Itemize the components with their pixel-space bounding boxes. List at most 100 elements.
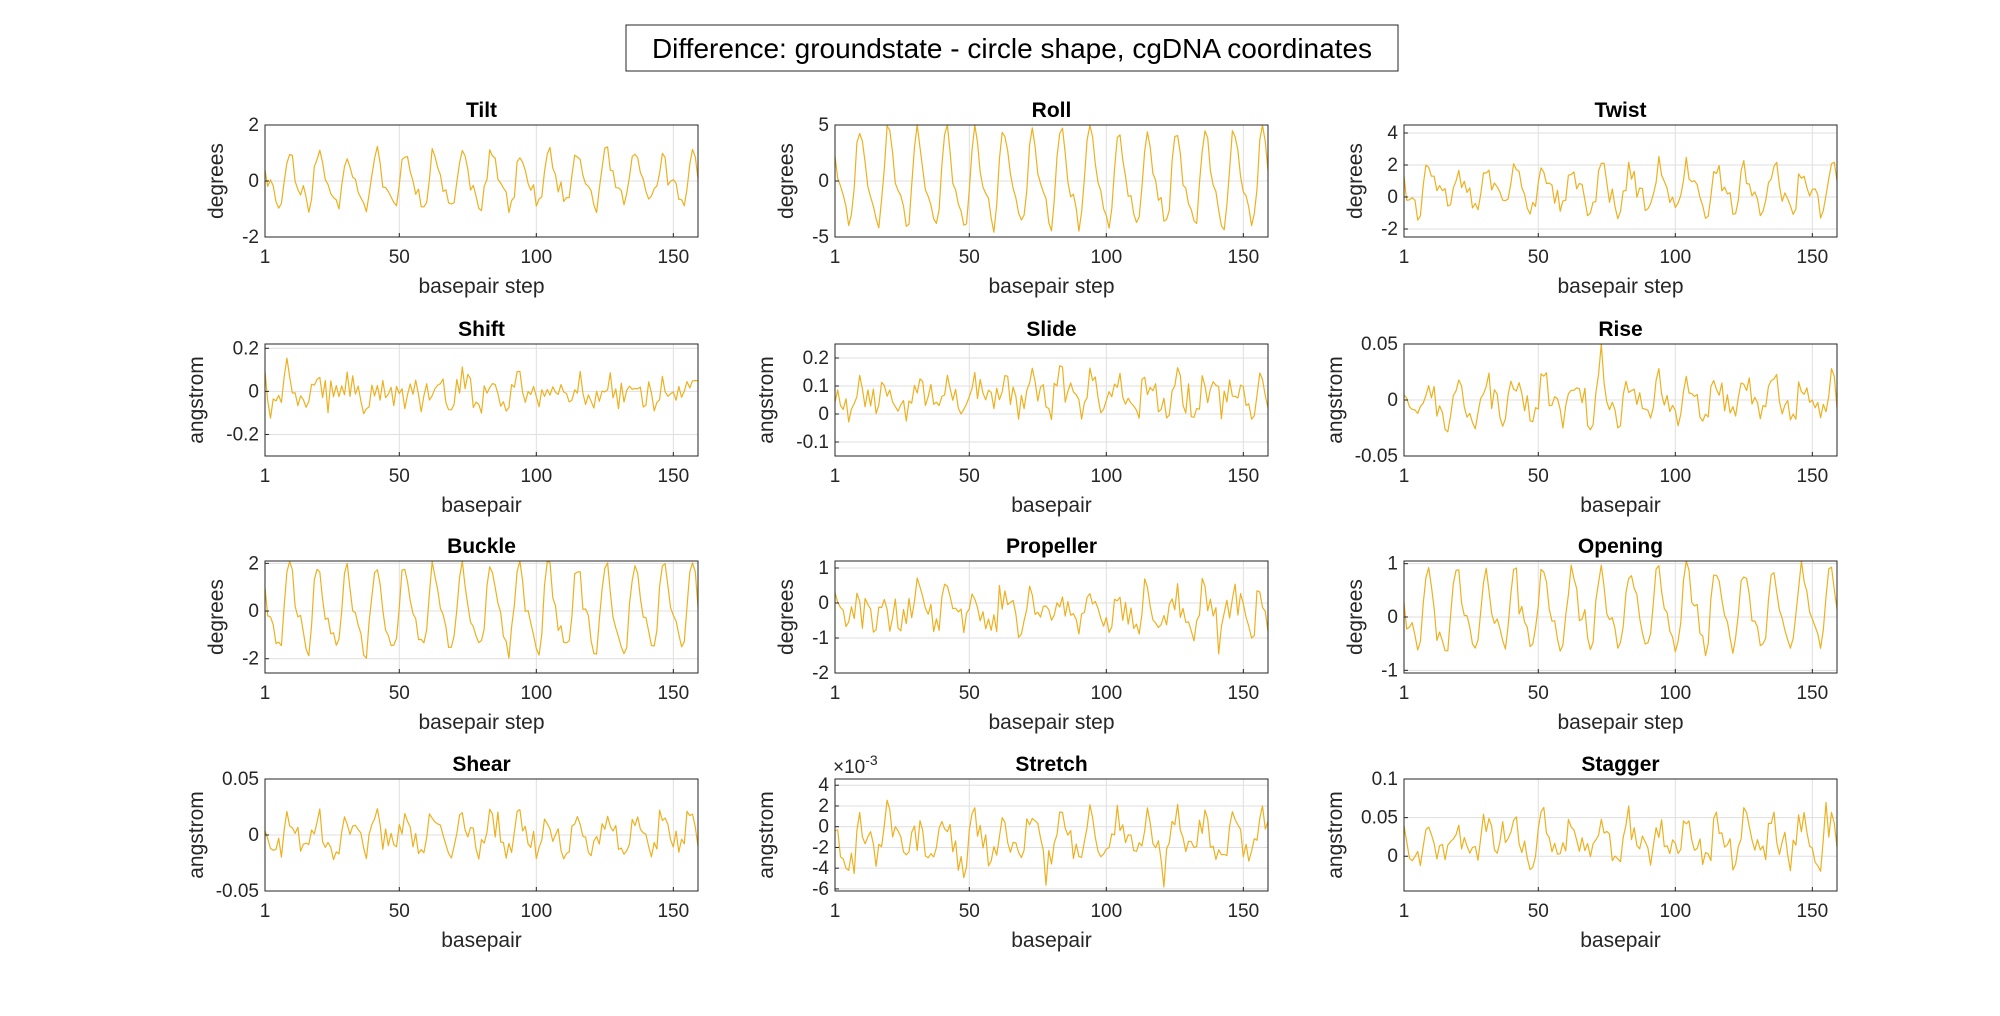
- y-tick-label: -0.1: [796, 432, 829, 453]
- y-tick-label: -5: [812, 227, 829, 248]
- y-tick-label: 0: [818, 817, 829, 838]
- y-tick-label: -0.2: [226, 424, 259, 445]
- x-tick-label: 1: [1399, 466, 1410, 487]
- x-tick-label: 1: [260, 247, 271, 268]
- y-tick-label: 0: [1387, 390, 1398, 411]
- x-tick-label: 100: [1659, 901, 1691, 922]
- series-line-roll: [834, 124, 1269, 233]
- panel-title: Buckle: [447, 535, 516, 558]
- y-tick-label: 0: [1387, 846, 1398, 867]
- y-tick-label: -6: [812, 879, 829, 900]
- panel-title: Roll: [1032, 99, 1072, 122]
- series-line-shift: [264, 357, 699, 419]
- x-axis-label: basepair step: [988, 711, 1114, 734]
- x-tick-label: 100: [1090, 247, 1122, 268]
- x-tick-label: 1: [830, 901, 841, 922]
- x-axis-label: basepair step: [418, 275, 544, 298]
- figure-title: Difference: groundstate - circle shape, …: [652, 33, 1372, 64]
- panel-slide: 1 50 100 150-0.100.10.2Slidebasepairangstro…: [755, 318, 1269, 517]
- series-line-twist: [1403, 156, 1838, 221]
- x-tick-label: 50: [1528, 466, 1549, 487]
- x-tick-label: 100: [1659, 683, 1691, 704]
- y-tick-label: 2: [248, 115, 259, 136]
- y-tick-label: 0.1: [803, 376, 829, 397]
- y-axis-label: angstrom: [755, 356, 778, 444]
- x-tick-label: 1: [1399, 247, 1410, 268]
- y-tick-label: -1: [812, 628, 829, 649]
- y-tick-label: 1: [1387, 554, 1398, 575]
- panel-title: Rise: [1598, 318, 1642, 341]
- x-tick-label: 150: [1227, 683, 1259, 704]
- x-axis-label: basepair: [1580, 494, 1661, 517]
- x-tick-label: 50: [389, 247, 410, 268]
- x-tick-label: 1: [830, 247, 841, 268]
- x-tick-label: 50: [1528, 247, 1549, 268]
- y-tick-label: 0: [818, 593, 829, 614]
- x-axis-label: basepair: [441, 494, 522, 517]
- x-tick-label: 150: [1227, 901, 1259, 922]
- x-tick-label: 100: [520, 466, 552, 487]
- x-tick-label: 1: [1399, 901, 1410, 922]
- panel-title: Twist: [1594, 99, 1646, 122]
- y-tick-label: -2: [812, 663, 829, 684]
- x-tick-label: 100: [1659, 247, 1691, 268]
- x-tick-label: 100: [520, 247, 552, 268]
- figure-title-box: Difference: groundstate - circle shape, …: [625, 24, 1399, 72]
- x-tick-label: 150: [1227, 466, 1259, 487]
- axes-frame-shift: [264, 343, 699, 457]
- x-tick-label: 50: [389, 466, 410, 487]
- x-tick-label: 100: [520, 683, 552, 704]
- y-tick-label: 4: [1387, 123, 1398, 144]
- y-tick-label: 0: [1387, 187, 1398, 208]
- y-axis-label: degrees: [775, 143, 798, 219]
- y-tick-label: 0: [248, 601, 259, 622]
- y-tick-label: 0.2: [803, 348, 829, 369]
- series-line-buckle: [264, 560, 699, 659]
- series-line-tilt: [264, 145, 699, 214]
- y-tick-label: 0.1: [1372, 769, 1398, 790]
- y-axis-label: angstrom: [185, 791, 208, 879]
- y-tick-label: 2: [248, 553, 259, 574]
- x-tick-label: 50: [959, 683, 980, 704]
- x-tick-label: 150: [657, 466, 689, 487]
- x-axis-label: basepair step: [988, 275, 1114, 298]
- x-tick-label: 150: [1796, 247, 1828, 268]
- x-tick-label: 100: [520, 901, 552, 922]
- x-axis-label: basepair: [1011, 929, 1092, 952]
- y-tick-label: -0.05: [1355, 446, 1398, 467]
- x-axis-label: basepair: [441, 929, 522, 952]
- axes-frame-twist: [1403, 124, 1838, 238]
- series-line-propeller: [834, 577, 1269, 655]
- x-tick-label: 100: [1090, 683, 1122, 704]
- x-tick-label: 1: [1399, 683, 1410, 704]
- series-line-stagger: [1403, 801, 1838, 872]
- y-axis-label: angstrom: [1324, 356, 1347, 444]
- axes-frame-stretch: [834, 778, 1269, 892]
- y-tick-label: 2: [818, 796, 829, 817]
- axes-frame-stagger: [1403, 778, 1838, 892]
- y-tick-label: -2: [812, 837, 829, 858]
- x-tick-label: 150: [1796, 466, 1828, 487]
- y-tick-label: 0.05: [222, 769, 259, 790]
- series-line-slide: [834, 365, 1269, 423]
- x-tick-label: 1: [260, 466, 271, 487]
- y-tick-label: 0: [248, 825, 259, 846]
- panel-stretch: 1 50 100 150-6-4-2024Stretchbasepairangstro…: [755, 752, 1269, 952]
- y-exponent-power: -3: [865, 752, 878, 768]
- series-line-shear: [264, 808, 699, 861]
- series-line-stretch: [834, 799, 1269, 888]
- y-tick-label: 0.05: [1361, 334, 1398, 355]
- axes-frame-slide: [834, 343, 1269, 457]
- y-axis-label: degrees: [1344, 579, 1367, 655]
- y-axis-label: degrees: [205, 143, 228, 219]
- x-axis-label: basepair step: [418, 711, 544, 734]
- y-tick-label: -2: [242, 227, 259, 248]
